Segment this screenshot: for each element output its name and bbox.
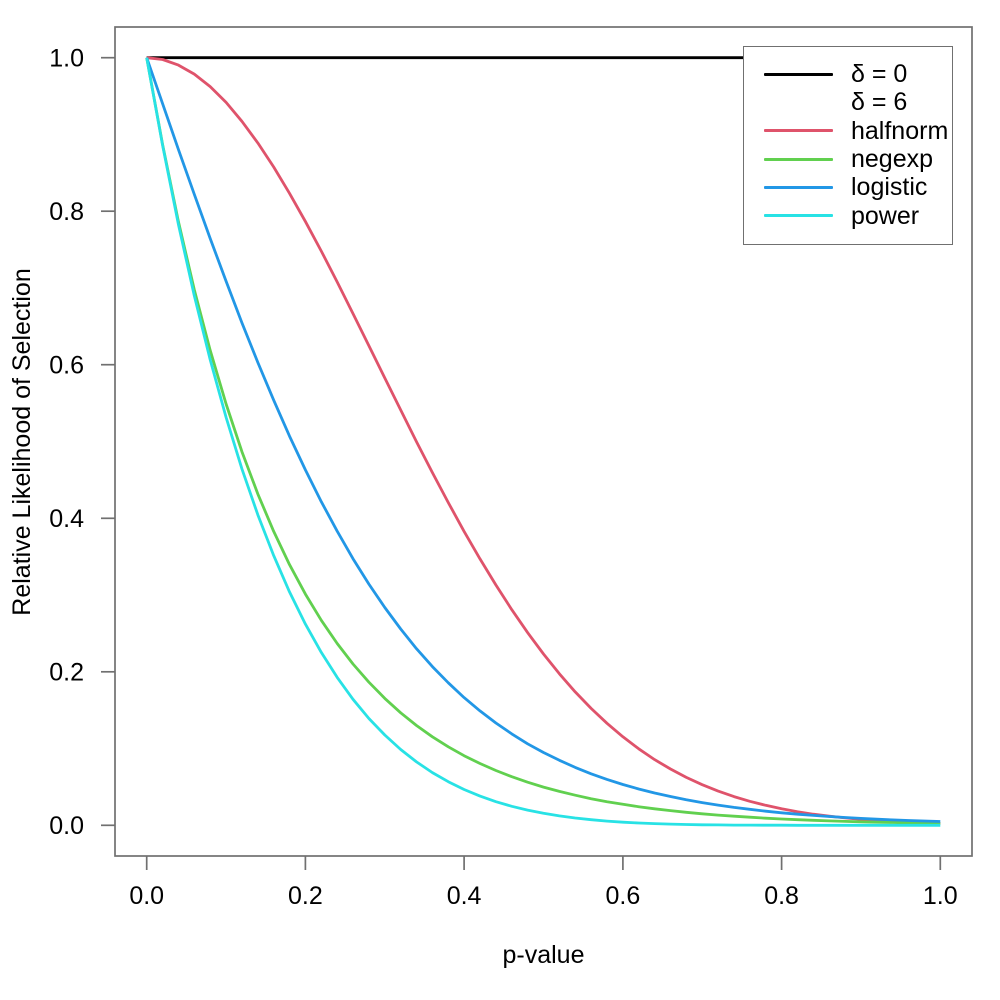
x-tick-label: 0.4	[447, 882, 482, 910]
x-axis-title: p-value	[502, 941, 585, 969]
legend-item-power: power	[744, 202, 952, 230]
y-axis-title: Relative Likelihood of Selection	[8, 268, 36, 616]
legend-line-sample-logistic	[764, 186, 833, 189]
series-line-negexp	[145, 57, 941, 825]
legend-item-logistic: logistic	[744, 173, 952, 201]
legend-label-halfnorm: halfnorm	[851, 116, 949, 145]
y-tick-label: 1.0	[49, 44, 84, 72]
legend-line-sample-power	[764, 214, 833, 218]
legend-item-halfnorm: halfnorm	[744, 117, 952, 145]
plot-box	[114, 26, 973, 857]
x-tick-label: 0.2	[288, 882, 323, 910]
y-tick-label: 0.0	[49, 812, 84, 840]
legend-label-power: power	[851, 201, 920, 230]
y-tick-label: 0.6	[49, 351, 84, 379]
x-tick-label: 0.0	[129, 882, 164, 910]
y-tick-label: 0.4	[49, 505, 84, 533]
legend-line-sample-halfnorm	[764, 129, 833, 133]
legend-label-negexp: negexp	[851, 145, 934, 174]
series-line-power	[145, 57, 941, 827]
x-tick-label: 1.0	[923, 882, 958, 910]
y-tick-label: 0.8	[49, 198, 84, 226]
legend-label-logistic: logistic	[851, 173, 928, 202]
series-line-halfnorm	[146, 56, 941, 825]
x-tick-label: 0.8	[764, 882, 799, 910]
series-line-logistic	[145, 57, 941, 823]
legend-line-sample-negexp	[764, 157, 833, 161]
y-tick-label: 0.2	[49, 659, 84, 687]
legend-item-delta-6: δ = 6	[744, 88, 952, 116]
legend-label-delta-0: δ = 0	[851, 60, 908, 89]
legend-label-delta-6: δ = 6	[851, 88, 908, 117]
legend-line-sample-delta-0	[764, 72, 833, 76]
legend-item-negexp: negexp	[744, 145, 952, 173]
legend-item-delta-0: δ = 0	[744, 60, 952, 88]
x-tick-label: 0.6	[606, 882, 641, 910]
